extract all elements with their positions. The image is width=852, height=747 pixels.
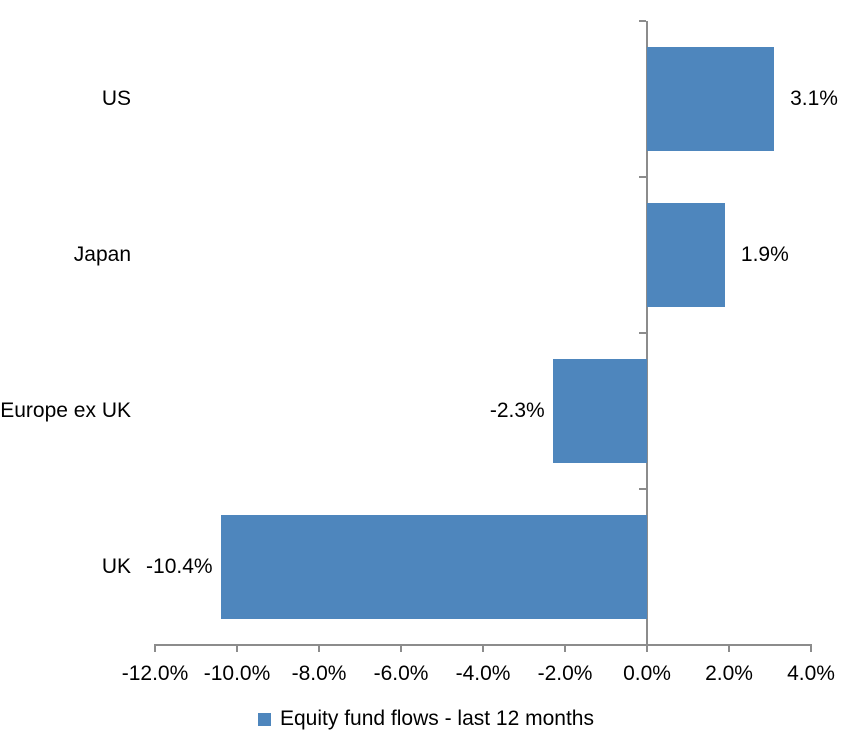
- x-axis-tick-label: -10.0%: [203, 662, 271, 685]
- value-label-japan: 1.9%: [740, 243, 789, 266]
- x-axis-tick: [564, 646, 566, 652]
- category-label-us: US: [101, 87, 131, 110]
- category-axis-tick: [639, 332, 646, 334]
- legend: Equity fund flows - last 12 months: [0, 704, 852, 734]
- x-axis-tick: [482, 646, 484, 652]
- x-axis-tick-label: 4.0%: [787, 662, 835, 685]
- x-axis-tick: [236, 646, 238, 652]
- value-label-europe-ex-uk: -2.3%: [489, 399, 545, 422]
- x-axis-tick: [810, 646, 812, 652]
- x-axis-tick-label: -6.0%: [373, 662, 429, 685]
- legend-series-marker: [258, 712, 271, 726]
- x-axis-tick: [400, 646, 402, 652]
- x-axis-tick: [646, 646, 648, 652]
- value-label-uk: -10.4%: [146, 555, 213, 578]
- category-axis-tick: [639, 20, 646, 22]
- x-axis-tick-label: -2.0%: [537, 662, 593, 685]
- x-axis-tick-label: -12.0%: [121, 662, 189, 685]
- x-axis-tick: [728, 646, 730, 652]
- bar-uk: [220, 515, 647, 619]
- category-label-europe-ex-uk: Europe ex UK: [0, 399, 131, 422]
- x-axis-tick: [154, 646, 156, 652]
- category-label-uk: UK: [101, 555, 131, 578]
- x-axis-tick-label: 2.0%: [705, 662, 753, 685]
- category-axis-tick: [639, 488, 646, 490]
- category-axis-tick: [639, 176, 646, 178]
- x-axis-tick-label: 0.0%: [623, 662, 671, 685]
- value-label-us: 3.1%: [790, 87, 838, 110]
- bar-europe-ex-uk: [552, 359, 647, 463]
- x-axis-tick-label: -4.0%: [455, 662, 511, 685]
- x-axis-tick: [318, 646, 320, 652]
- bar-us: [647, 47, 775, 151]
- zero-axis-line: [646, 21, 648, 645]
- category-label-japan: Japan: [73, 243, 131, 266]
- legend-label: Equity fund flows - last 12 months: [280, 707, 594, 730]
- bar-japan: [647, 203, 725, 307]
- x-axis-tick-label: -8.0%: [291, 662, 347, 685]
- x-axis-line: [154, 644, 812, 646]
